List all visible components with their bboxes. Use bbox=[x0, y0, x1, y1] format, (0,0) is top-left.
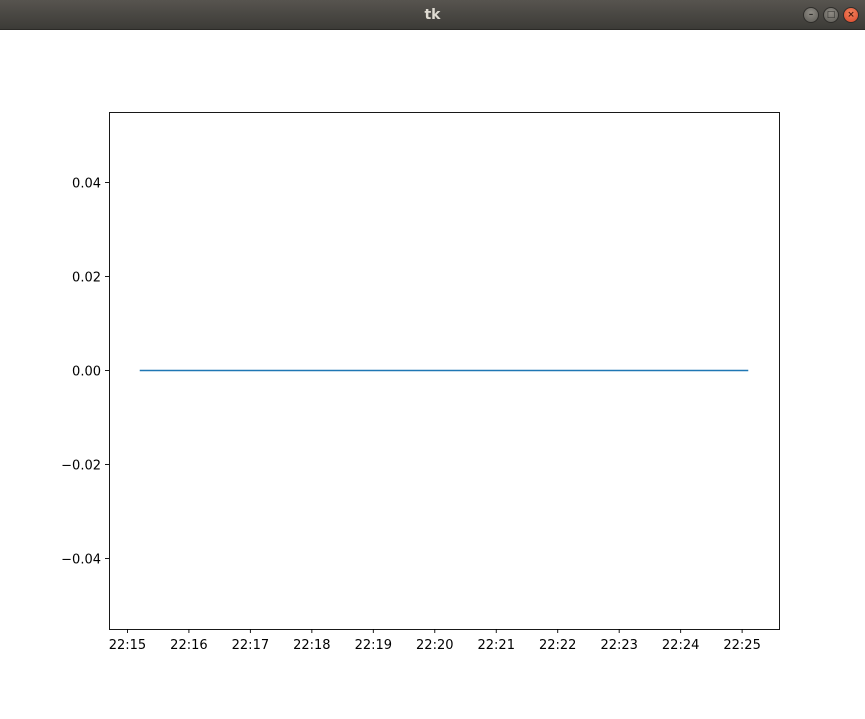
x-tick-label: 22:18 bbox=[293, 638, 330, 653]
window-title: tk bbox=[424, 7, 441, 23]
x-tick-label: 22:20 bbox=[416, 638, 453, 653]
window-titlebar[interactable]: tk – □ × bbox=[0, 0, 865, 30]
x-tick-label: 22:15 bbox=[109, 638, 146, 653]
x-tick-label: 22:24 bbox=[662, 638, 699, 653]
maximize-icon[interactable]: □ bbox=[823, 7, 839, 23]
y-tick-label: 0.02 bbox=[72, 271, 101, 286]
x-tick-label: 22:25 bbox=[723, 638, 760, 653]
y-tick-label: −0.04 bbox=[61, 553, 101, 568]
y-tick-label: 0.04 bbox=[72, 177, 101, 192]
x-tick-label: 22:16 bbox=[170, 638, 207, 653]
plot-frame bbox=[109, 112, 780, 630]
y-tick-label: −0.02 bbox=[61, 459, 101, 474]
close-icon[interactable]: × bbox=[843, 7, 859, 23]
x-tick-label: 22:22 bbox=[539, 638, 576, 653]
x-tick-label: 22:21 bbox=[478, 638, 515, 653]
minimize-icon[interactable]: – bbox=[803, 7, 819, 23]
y-tick-label: 0.00 bbox=[72, 365, 101, 380]
x-tick-label: 22:17 bbox=[232, 638, 269, 653]
plot-canvas: 22:15 22:16 22:17 22:18 22:19 22:20 22:21 22:22… bbox=[0, 30, 865, 715]
line-chart: 22:15 22:16 22:17 22:18 22:19 22:20 22:21 22:22… bbox=[61, 112, 780, 653]
x-tick-label: 22:23 bbox=[600, 638, 637, 653]
x-tick-label: 22:19 bbox=[355, 638, 392, 653]
